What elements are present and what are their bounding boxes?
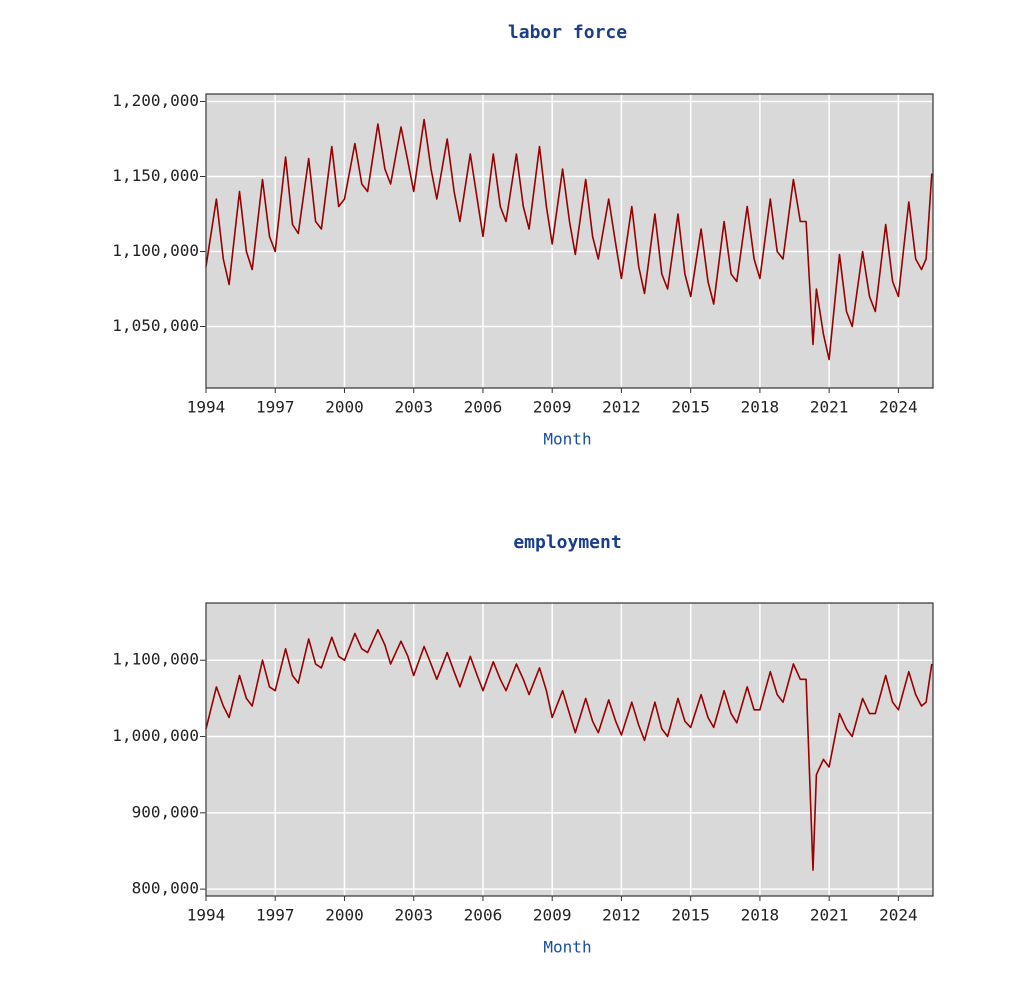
x-tick-label: 2006: [464, 398, 503, 417]
x-tick-label: 2012: [602, 906, 641, 925]
chart-title: employment: [513, 532, 621, 553]
plot-area: [206, 94, 933, 388]
y-tick-label: 1,000,000: [112, 726, 199, 745]
y-tick-label: 1,050,000: [112, 316, 199, 335]
y-tick-label: 1,150,000: [112, 166, 199, 185]
x-tick-label: 1997: [256, 398, 295, 417]
x-tick-label: 2003: [394, 398, 433, 417]
y-tick-label: 800,000: [132, 879, 199, 898]
x-tick-label: 2015: [671, 398, 710, 417]
plot-frame: [205, 602, 934, 897]
x-tick-label: 2003: [394, 906, 433, 925]
plot-area: [206, 603, 933, 896]
x-tick-label: 2000: [325, 906, 364, 925]
x-tick-label: 2018: [741, 906, 780, 925]
x-tick-label: 2012: [602, 398, 641, 417]
chart-title: labor force: [508, 22, 627, 43]
x-tick-label: 2024: [879, 906, 918, 925]
data-line: [205, 118, 933, 361]
x-tick-label: 2015: [671, 906, 710, 925]
x-tick-label: 2018: [741, 398, 780, 417]
data-line: [205, 628, 933, 871]
x-tick-label: 2006: [464, 906, 503, 925]
x-tick-label: 1994: [187, 906, 226, 925]
x-axis-label: Month: [543, 430, 591, 449]
plot-frame: [205, 93, 934, 389]
x-tick-label: 2009: [533, 906, 572, 925]
x-tick-label: 1994: [187, 398, 226, 417]
x-tick-label: 2021: [810, 906, 849, 925]
x-axis-label: Month: [543, 938, 591, 957]
x-tick-label: 2021: [810, 398, 849, 417]
x-tick-label: 1997: [256, 906, 295, 925]
x-tick-label: 2024: [879, 398, 918, 417]
y-tick-label: 900,000: [132, 802, 199, 821]
y-tick-label: 1,100,000: [112, 650, 199, 669]
y-tick-label: 1,200,000: [112, 91, 199, 110]
x-tick-label: 2009: [533, 398, 572, 417]
y-tick-label: 1,100,000: [112, 241, 199, 260]
x-tick-label: 2000: [325, 398, 364, 417]
